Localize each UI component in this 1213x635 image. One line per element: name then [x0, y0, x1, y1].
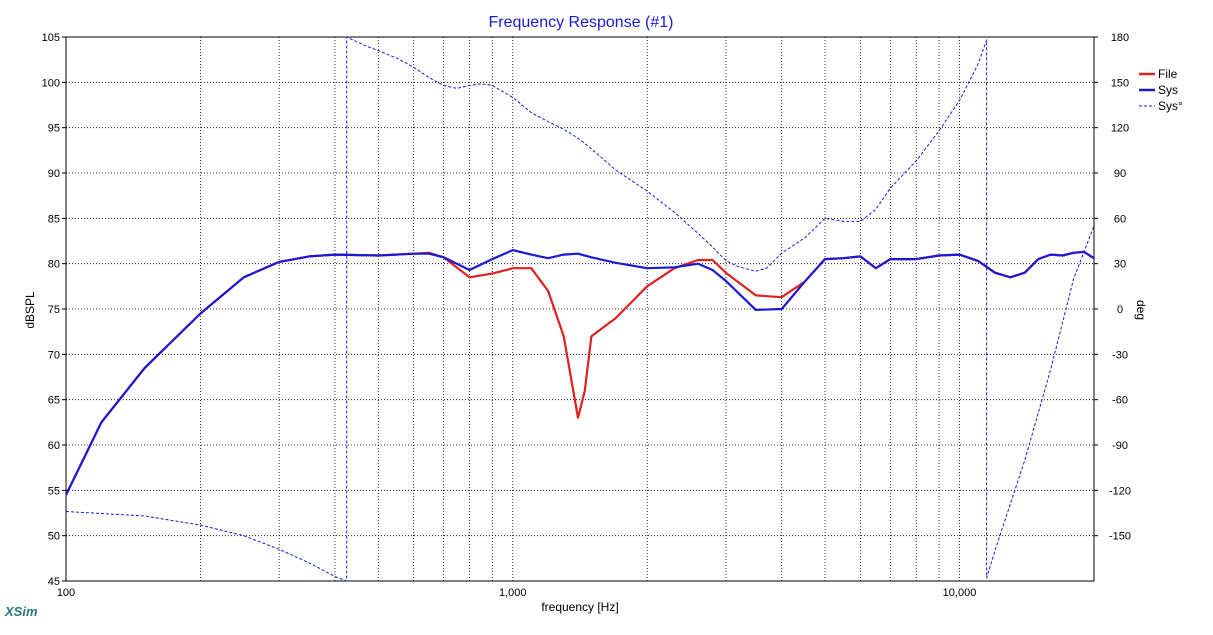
y-tick-label: 95: [48, 123, 60, 135]
y2-tick-label: 120: [1111, 123, 1129, 135]
x-tick-label: 1,000: [499, 587, 527, 599]
y2-tick-label: 150: [1111, 77, 1129, 89]
y-tick-label: 75: [48, 304, 60, 316]
y2-tick-label: 30: [1114, 259, 1126, 271]
y-tick-label: 50: [48, 531, 60, 543]
y2-tick-label: -30: [1112, 349, 1128, 361]
legend-label: Sys: [1158, 83, 1178, 97]
y2-tick-label: -120: [1109, 485, 1131, 497]
y2-tick-label: 180: [1111, 32, 1129, 44]
x-tick-label: 10,000: [943, 587, 977, 599]
legend-label: File: [1158, 67, 1178, 81]
y-tick-label: 70: [48, 349, 60, 361]
x-axis-label: frequency [Hz]: [541, 600, 618, 614]
series: [66, 36, 1094, 582]
x-tick-label: 100: [57, 587, 75, 599]
y2-tick-label: 0: [1117, 304, 1123, 316]
legend: File Sys Sys°: [1139, 67, 1183, 113]
y2-tick-labels: -150 -120 -90 -60 -30 0 30 60 90 120 150 180: [1094, 32, 1131, 543]
y-tick-label: 80: [48, 259, 60, 271]
chart-title: Frequency Response (#1): [489, 14, 674, 31]
y-tick-label: 60: [48, 440, 60, 452]
x-tick-labels: 100 1,000 10,000: [57, 587, 977, 599]
y-tick-label: 45: [48, 576, 60, 588]
y-tick-label: 105: [42, 32, 60, 44]
y2-tick-label: 90: [1114, 168, 1126, 180]
y2-axis-label: deg: [1134, 300, 1148, 320]
series-line-sys-phase: [66, 36, 1094, 582]
y-tick-label: 100: [42, 77, 60, 89]
y-tick-label: 55: [48, 485, 60, 497]
y-tick-label: 90: [48, 168, 60, 180]
y2-tick-label: -150: [1109, 531, 1131, 543]
series-line-sys: [66, 249, 1094, 496]
y-tick-labels: 45 50 55 60 65 70 75 80 85 90 95 100 105: [42, 32, 66, 588]
y-tick-label: 65: [48, 395, 60, 407]
y2-tick-label: 60: [1114, 213, 1126, 225]
series-line-file: [66, 250, 1094, 496]
y2-tick-label: -60: [1112, 395, 1128, 407]
brand-logo: XSim: [4, 604, 38, 619]
grid: [66, 37, 1094, 581]
y-tick-label: 85: [48, 213, 60, 225]
y-axis-label: dBSPL: [23, 291, 37, 329]
legend-label: Sys°: [1158, 99, 1183, 113]
y2-tick-label: -90: [1112, 440, 1128, 452]
